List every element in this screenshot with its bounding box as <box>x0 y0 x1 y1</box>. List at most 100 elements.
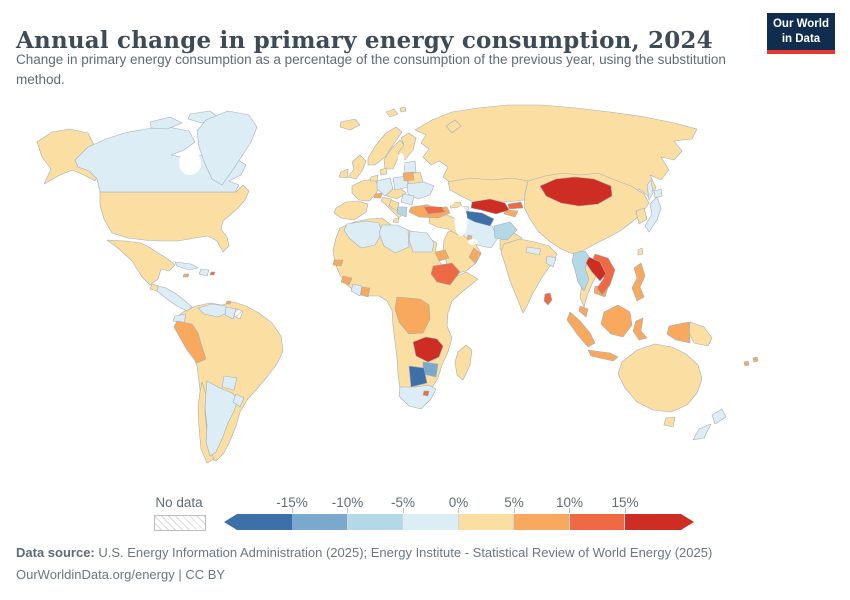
region-romania[interactable] <box>400 193 415 206</box>
region-sumatra[interactable] <box>566 311 596 348</box>
black-sea <box>425 195 455 207</box>
region-jamaica[interactable] <box>182 273 190 278</box>
legend-segment--15--10[interactable] <box>292 514 348 530</box>
legend-segment-above-15[interactable] <box>625 514 694 530</box>
region-kazakhstan[interactable] <box>447 177 533 203</box>
region-afghanistan[interactable] <box>493 221 518 241</box>
region-sulawesi[interactable] <box>632 317 648 341</box>
region-uzbekistan[interactable] <box>470 198 510 215</box>
region-sakhalin[interactable] <box>646 179 654 201</box>
region-botswana[interactable] <box>408 365 428 388</box>
region-greece[interactable] <box>396 206 408 218</box>
region-philippines[interactable] <box>631 262 646 302</box>
region-oman[interactable] <box>468 247 482 264</box>
region-senegal[interactable] <box>332 259 344 267</box>
region-mongolia[interactable] <box>539 176 613 207</box>
region-sri-lanka[interactable] <box>543 292 553 306</box>
region-ireland[interactable] <box>338 168 349 179</box>
region-bangladesh[interactable] <box>545 255 557 268</box>
region-tajikistan[interactable] <box>503 209 519 218</box>
legend-no-data-label: No data <box>155 495 203 510</box>
legend-color-bar <box>224 514 694 530</box>
region-taiwan[interactable] <box>637 247 644 256</box>
legend-tick--10: -10% <box>331 495 364 510</box>
region-new-zealand[interactable] <box>692 408 727 441</box>
legend-no-data-swatch[interactable] <box>154 515 206 531</box>
legend-segment-below--15[interactable] <box>224 514 292 530</box>
region-papua-new-guinea[interactable] <box>688 321 713 347</box>
region-ukraine[interactable] <box>406 181 435 200</box>
region-switzerland[interactable] <box>373 192 383 199</box>
region-nepal[interactable] <box>525 246 542 256</box>
region-kyrgyzstan[interactable] <box>507 201 524 210</box>
region-zambia[interactable] <box>412 336 444 363</box>
region-laos[interactable] <box>585 256 607 282</box>
region-tasmania[interactable] <box>663 416 676 428</box>
region-argentina[interactable] <box>204 380 239 457</box>
legend-tick--5: -5% <box>390 495 416 510</box>
region-paraguay[interactable] <box>221 375 238 391</box>
region-trinidad[interactable] <box>225 300 232 305</box>
data-source-text: U.S. Energy Information Administration (… <box>94 545 713 560</box>
region-uk[interactable] <box>347 154 367 180</box>
region-japan[interactable] <box>644 188 663 233</box>
region-fiji[interactable] <box>743 356 759 367</box>
region-egypt[interactable] <box>408 230 435 253</box>
legend-tick-10: 10% <box>555 495 584 510</box>
persian-gulf <box>468 239 478 245</box>
region-drc[interactable] <box>394 296 431 335</box>
region-estonia-latvia[interactable] <box>403 160 417 174</box>
license-line[interactable]: OurWorldinData.org/energy | CC BY <box>16 567 226 582</box>
region-greenland[interactable] <box>196 110 258 186</box>
region-java[interactable] <box>587 349 619 362</box>
region-germany[interactable] <box>376 177 394 197</box>
region-svalbard[interactable] <box>385 106 407 118</box>
legend-tickmark <box>458 508 459 513</box>
region-borneo[interactable] <box>600 304 633 338</box>
region-french-guiana[interactable] <box>233 308 244 320</box>
region-india[interactable] <box>500 238 558 314</box>
region-iceland[interactable] <box>339 118 361 131</box>
region-puerto-rico[interactable] <box>209 271 216 276</box>
legend-segment--10--5[interactable] <box>347 514 403 530</box>
legend-segment-5-10[interactable] <box>514 514 570 530</box>
region-europe-lowlands[interactable] <box>369 174 379 182</box>
region-australia[interactable] <box>617 343 703 413</box>
region-peru[interactable] <box>173 320 207 364</box>
region-ethiopia[interactable] <box>430 262 461 286</box>
region-myanmar[interactable] <box>571 250 591 292</box>
region-guinea[interactable] <box>340 275 353 286</box>
region-guyana-suriname[interactable] <box>224 306 237 320</box>
legend-segment-0-5[interactable] <box>458 514 514 530</box>
region-central-america[interactable] <box>156 285 193 312</box>
region-new-guinea-west[interactable] <box>666 321 691 344</box>
region-uruguay[interactable] <box>232 393 245 408</box>
region-eswatini[interactable] <box>422 390 430 397</box>
region-norway[interactable] <box>367 126 403 166</box>
region-iberia[interactable] <box>333 200 369 221</box>
region-cuba[interactable] <box>174 261 199 271</box>
legend-tick-0: 0% <box>448 495 469 510</box>
region-finland[interactable] <box>397 132 417 161</box>
region-usa[interactable] <box>99 184 250 253</box>
region-novaya-zemlya[interactable] <box>445 119 462 134</box>
region-ghana[interactable] <box>360 286 371 298</box>
legend-segment--5-0[interactable] <box>403 514 459 530</box>
region-lithuania[interactable] <box>402 171 415 182</box>
region-ivory-coast[interactable] <box>350 283 363 297</box>
region-eritrea[interactable] <box>434 249 450 262</box>
region-madagascar[interactable] <box>454 344 473 381</box>
region-alaska[interactable] <box>36 128 100 185</box>
legend-segment-10-15[interactable] <box>569 514 625 530</box>
region-denmark[interactable] <box>379 167 388 176</box>
region-korea[interactable] <box>635 207 648 225</box>
region-hispaniola[interactable] <box>198 268 210 277</box>
region-south-africa[interactable] <box>398 384 437 410</box>
region-libya[interactable] <box>378 224 410 254</box>
region-malaysia[interactable] <box>578 305 589 318</box>
region-mexico[interactable] <box>106 239 176 286</box>
region-balkans-west[interactable] <box>388 199 400 212</box>
region-algeria[interactable] <box>343 220 383 249</box>
legend-tick-5: 5% <box>504 495 524 510</box>
